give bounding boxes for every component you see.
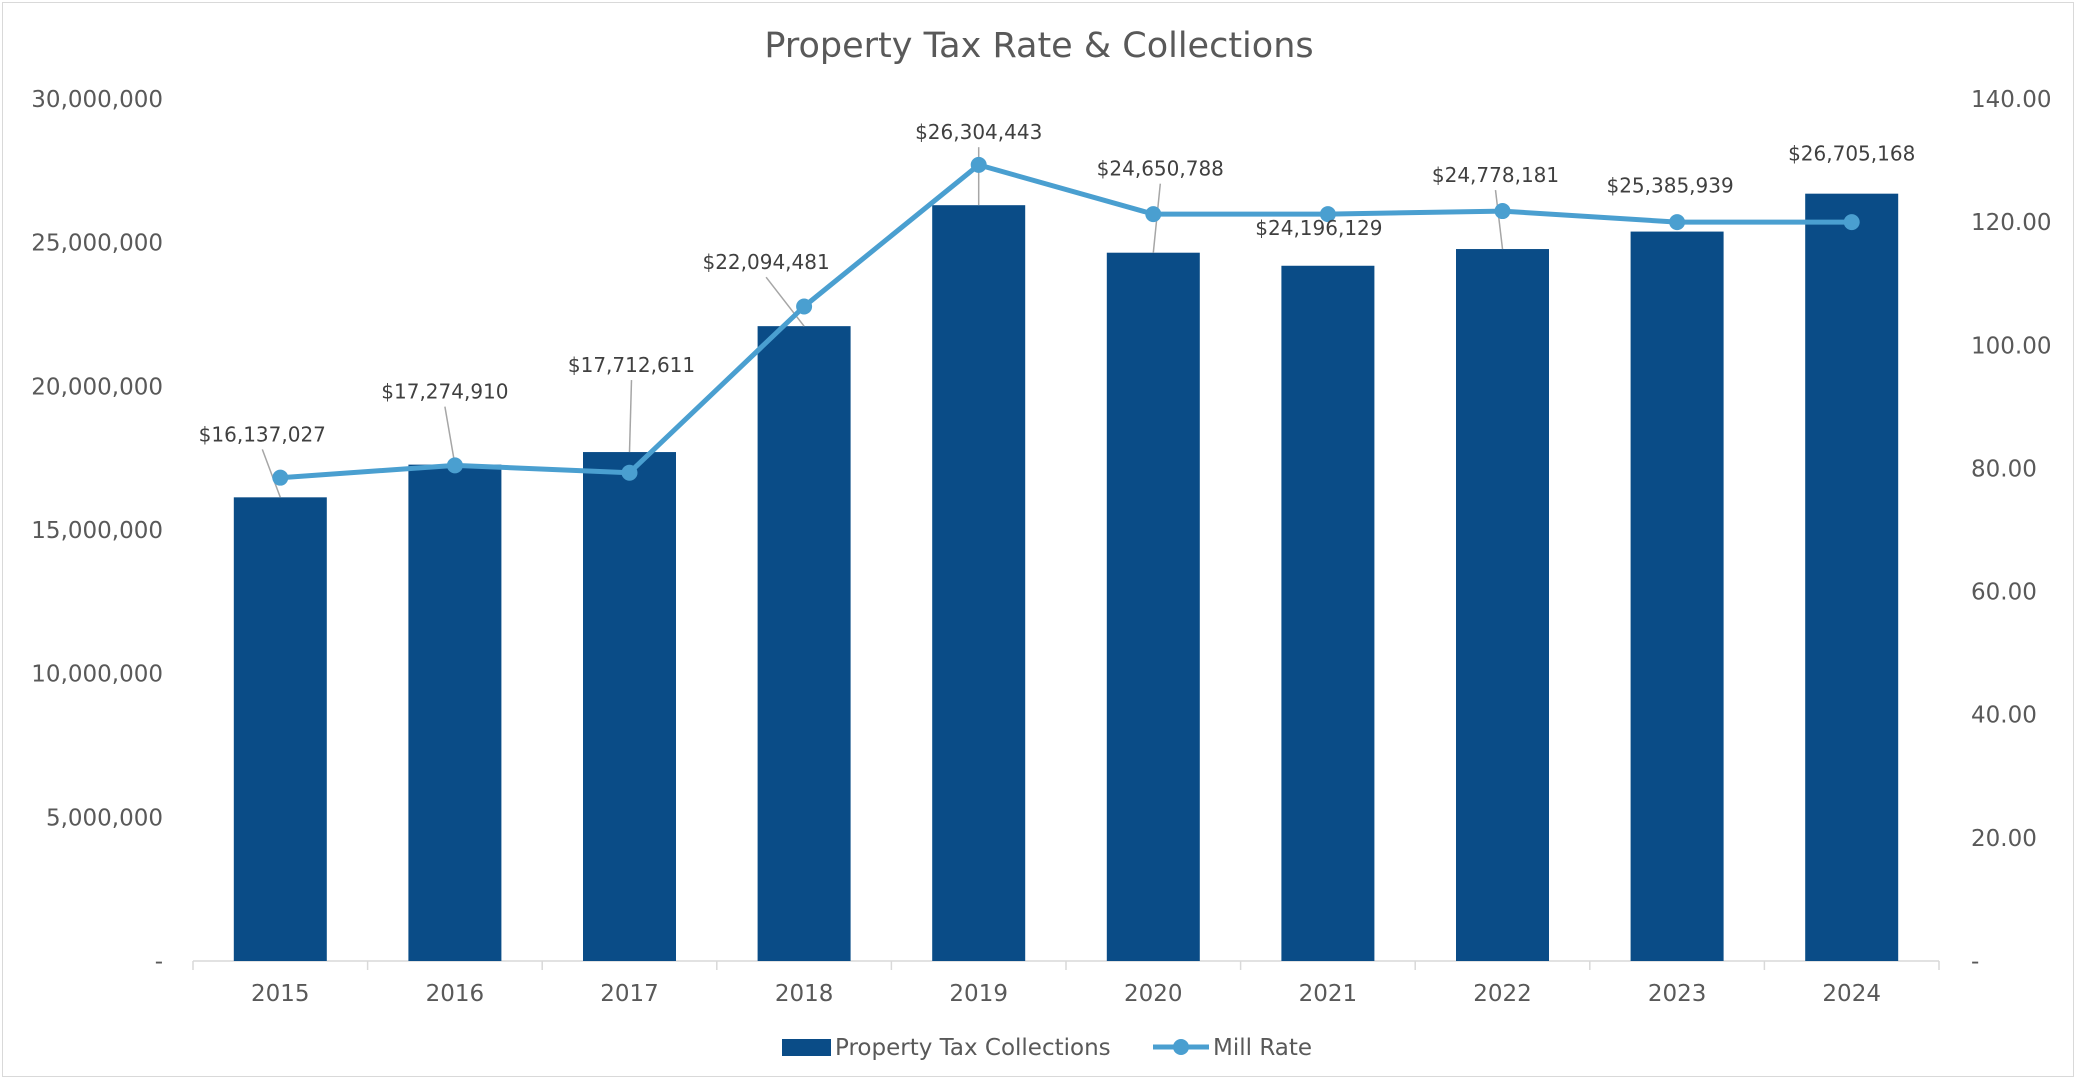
combo-chart: Property Tax Rate & Collections - 5,000,0… (31, 26, 2051, 1061)
mill-rate-point-2024 (1843, 214, 1860, 231)
bar-2019 (932, 205, 1026, 961)
mill-rate-point-2023 (1669, 214, 1686, 231)
x-tick-label: 2018 (775, 981, 834, 1007)
bar-data-labels: $16,137,027 $17,274,910 $17,712,611 $22,094… (199, 120, 1916, 446)
mill-rate-points (272, 156, 1860, 486)
legend-swatch-collections (782, 1039, 831, 1056)
right-tick-label: 140.00 (1971, 87, 2051, 113)
leader-line-2017 (628, 380, 633, 453)
mill-rate-point-2020 (1145, 206, 1162, 223)
right-tick-label: 120.00 (1971, 210, 2051, 236)
left-tick-label: - (155, 949, 163, 975)
left-tick-label: 15,000,000 (31, 518, 163, 544)
right-tick-label: 60.00 (1971, 580, 2037, 606)
right-axis-ticks: - 20.00 40.00 60.00 80.00 100.00 120.00 140.00 (1971, 87, 2051, 975)
x-tick-label: 2019 (949, 981, 1008, 1007)
left-axis-ticks: - 5,000,000 10,000,000 15,000,000 20,000,000… (31, 87, 163, 975)
x-tick-label: 2023 (1648, 981, 1707, 1007)
bar-2018 (757, 326, 851, 961)
legend: Property Tax Collections Mill Rate (782, 1035, 1312, 1061)
legend-marker-mill-rate (1173, 1039, 1189, 1055)
bar-2017 (583, 452, 676, 961)
mill-rate-point-2015 (272, 469, 289, 486)
right-tick-label: 80.00 (1971, 456, 2037, 482)
bar-data-label: $24,650,788 (1097, 157, 1224, 181)
collections-bars (233, 193, 1899, 962)
mill-rate-line (277, 162, 1855, 481)
x-axis-tick-marks (192, 961, 1940, 970)
left-tick-label: 25,000,000 (31, 231, 163, 257)
bar-data-label: $17,712,611 (568, 353, 695, 377)
mill-rate-point-2016 (446, 457, 463, 474)
bar-2021 (1281, 265, 1375, 962)
leader-line-2015 (261, 449, 282, 498)
bar-data-label: $26,705,168 (1788, 142, 1915, 166)
right-tick-label: - (1971, 949, 1979, 975)
bar-data-label: $24,778,181 (1432, 163, 1559, 187)
bar-data-label: $22,094,481 (702, 250, 829, 274)
bar-2015 (233, 497, 327, 961)
x-tick-label: 2016 (426, 981, 485, 1007)
left-tick-label: 30,000,000 (31, 87, 163, 113)
mill-rate-point-2021 (1319, 206, 1336, 223)
leader-line-2022 (1494, 189, 1504, 250)
legend-label-mill-rate: Mill Rate (1213, 1035, 1312, 1061)
x-tick-label: 2024 (1822, 981, 1881, 1007)
left-tick-label: 5,000,000 (46, 805, 163, 831)
leader-line-2018 (765, 276, 805, 327)
bar-2022 (1456, 249, 1549, 961)
mill-rate-point-2022 (1494, 203, 1511, 220)
chart-title: Property Tax Rate & Collections (764, 26, 1313, 66)
bar-data-label: $16,137,027 (199, 422, 326, 446)
left-tick-label: 20,000,000 (31, 374, 163, 400)
bar-data-label: $24,196,129 (1255, 216, 1382, 240)
right-tick-label: 40.00 (1971, 703, 2037, 729)
right-tick-label: 20.00 (1971, 826, 2037, 852)
x-tick-label: 2017 (600, 981, 659, 1007)
bar-2020 (1106, 252, 1200, 962)
x-tick-label: 2022 (1473, 981, 1532, 1007)
bar-data-label: $25,385,939 (1606, 174, 1733, 198)
x-tick-label: 2015 (251, 981, 310, 1007)
legend-label-collections: Property Tax Collections (835, 1035, 1111, 1061)
x-axis-labels: 2015 2016 2017 2018 2019 2020 2021 2022 2023 2024 (251, 981, 1881, 1007)
mill-rate-point-2017 (621, 464, 638, 481)
bar-2023 (1630, 231, 1724, 962)
bar-data-label: $17,274,910 (381, 380, 508, 404)
bar-2024 (1805, 193, 1899, 961)
x-tick-label: 2021 (1299, 981, 1358, 1007)
mill-rate-point-2019 (970, 156, 987, 173)
mill-rate-point-2018 (796, 298, 813, 315)
right-tick-label: 100.00 (1971, 333, 2051, 359)
x-tick-label: 2020 (1124, 981, 1183, 1007)
bar-data-label: $26,304,443 (915, 120, 1042, 144)
leader-line-2016 (444, 406, 456, 465)
left-tick-label: 10,000,000 (31, 662, 163, 688)
bar-2016 (408, 464, 502, 961)
